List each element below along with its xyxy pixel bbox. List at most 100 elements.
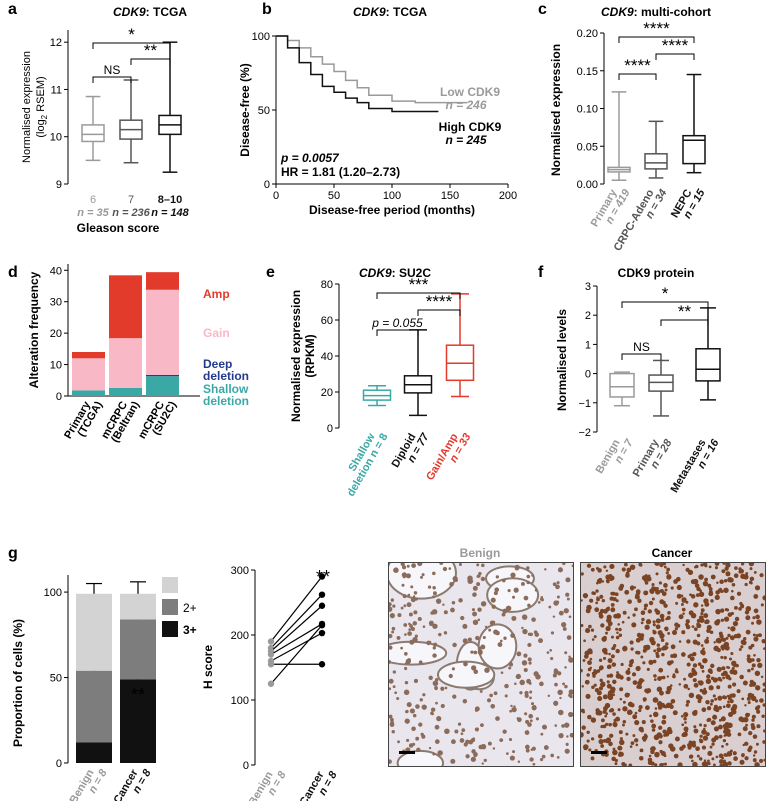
nucleus: [509, 755, 515, 761]
nucleus: [723, 753, 727, 757]
nucleus: [638, 755, 644, 761]
nucleus: [747, 668, 751, 673]
panel-g-h-benign-point: [267, 680, 275, 687]
nucleus: [731, 709, 737, 715]
nucleus: [753, 750, 758, 754]
panel-f-inner-bracket: [660, 319, 709, 326]
nucleus: [627, 692, 631, 696]
nucleus: [632, 714, 638, 720]
nucleus: [655, 572, 659, 576]
panel-d-bar-segment: [109, 338, 142, 388]
nucleus: [684, 721, 687, 724]
panel-e-y-tick-label: 20: [321, 387, 333, 399]
nucleus: [678, 614, 684, 620]
nucleus: [756, 619, 762, 625]
nucleus: [428, 675, 433, 680]
nucleus: [471, 665, 477, 671]
nucleus: [631, 672, 637, 677]
nucleus: [727, 684, 732, 689]
nucleus: [590, 567, 595, 572]
nucleus: [622, 723, 625, 727]
nucleus: [724, 607, 728, 612]
nucleus: [742, 726, 748, 732]
nucleus: [589, 666, 593, 670]
nucleus: [650, 749, 655, 755]
nucleus: [404, 680, 409, 685]
nucleus: [476, 582, 481, 587]
nucleus: [688, 692, 695, 699]
nucleus: [722, 761, 729, 766]
panel-g-bar-segment: [76, 742, 112, 763]
nucleus: [619, 697, 623, 701]
nucleus: [701, 745, 706, 750]
nucleus: [725, 636, 729, 640]
panel-f-y-tick-label: 1: [585, 339, 591, 351]
panel-d-bar-segment: [72, 390, 105, 396]
panel-c-title: CDK9: multi-cohort: [601, 5, 711, 19]
nucleus: [739, 674, 744, 680]
nucleus: [708, 587, 713, 591]
nucleus: [622, 610, 627, 615]
nucleus: [419, 698, 423, 702]
nucleus: [726, 665, 730, 669]
nucleus: [635, 592, 640, 598]
nucleus: [610, 607, 616, 613]
nucleus: [555, 600, 560, 604]
nucleus: [491, 604, 496, 609]
nucleus: [652, 630, 657, 635]
nucleus: [460, 732, 464, 736]
nucleus: [397, 613, 402, 618]
nucleus: [527, 642, 532, 648]
nucleus: [669, 684, 673, 687]
nucleus: [562, 627, 567, 631]
nucleus: [444, 686, 448, 690]
nucleus: [677, 762, 683, 766]
panel-f-outer-sig-label: *: [662, 284, 669, 303]
nucleus: [615, 673, 622, 679]
nucleus: [614, 762, 618, 766]
nucleus: [701, 689, 708, 695]
panel-d-legend-deep: Deep: [203, 357, 232, 371]
nucleus: [752, 616, 756, 620]
nucleus: [558, 733, 564, 739]
nucleus: [665, 646, 669, 649]
nucleus: [631, 622, 637, 628]
nucleus: [531, 617, 536, 622]
nucleus: [391, 630, 395, 634]
nucleus: [732, 663, 736, 667]
nucleus: [700, 611, 704, 616]
panel-d-y-tick-label: 30: [50, 297, 62, 309]
nucleus: [741, 754, 744, 758]
panel-a-n-label: n = 236: [112, 207, 150, 219]
panel-d-legend-gain: Gain: [203, 326, 230, 340]
nucleus: [476, 575, 480, 578]
nucleus: [531, 574, 534, 577]
nucleus: [598, 658, 603, 662]
nucleus: [658, 667, 664, 673]
panel-g-bar-segment: [120, 619, 156, 680]
nucleus: [401, 565, 407, 570]
nucleus: [618, 751, 622, 755]
nucleus: [412, 742, 416, 746]
nucleus: [405, 658, 411, 665]
nucleus: [617, 745, 623, 751]
nucleus: [600, 623, 605, 628]
nucleus: [511, 615, 517, 621]
nucleus: [616, 671, 619, 674]
nucleus: [727, 633, 731, 638]
nucleus: [728, 657, 733, 661]
panel-a-cat-label: 6: [90, 194, 96, 206]
nucleus: [667, 729, 673, 735]
nucleus: [393, 567, 399, 573]
nucleus: [470, 756, 476, 762]
nucleus: [499, 639, 503, 643]
nucleus: [597, 710, 603, 716]
nucleus: [692, 710, 698, 716]
nucleus: [676, 623, 681, 628]
nucleus: [524, 712, 528, 716]
nucleus: [407, 631, 412, 636]
nucleus: [452, 694, 457, 699]
nucleus: [751, 718, 755, 722]
nucleus: [744, 704, 747, 707]
nucleus: [484, 625, 488, 629]
